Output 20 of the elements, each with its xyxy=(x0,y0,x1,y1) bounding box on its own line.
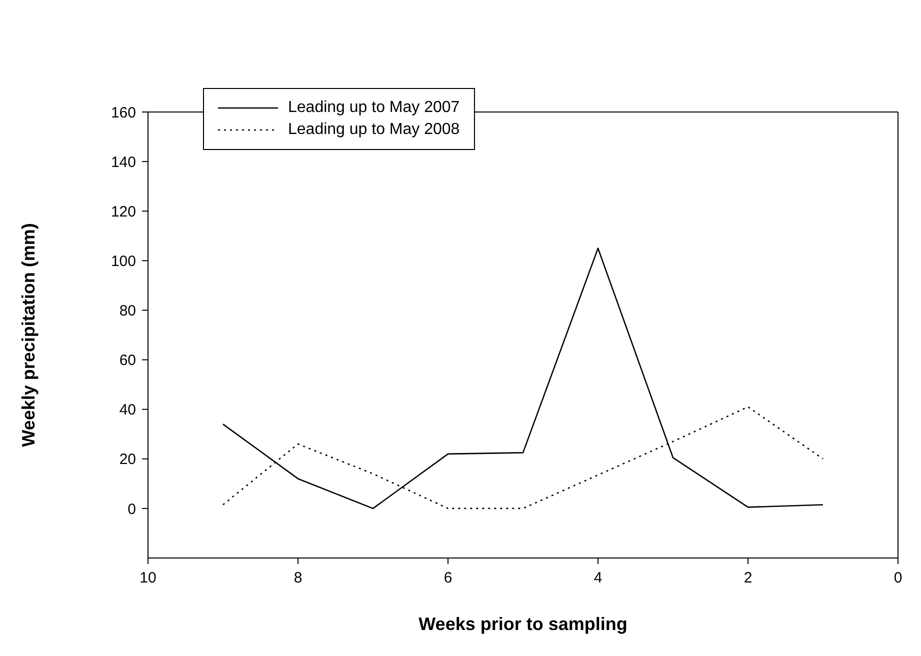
x-tick-label: 10 xyxy=(140,570,156,587)
x-tick-label: 4 xyxy=(594,570,602,587)
x-axis-title: Weeks prior to sampling xyxy=(418,614,628,634)
legend-label: Leading up to May 2007 xyxy=(288,99,460,117)
x-tick-label: 2 xyxy=(744,570,752,587)
x-tick-label: 8 xyxy=(294,570,302,587)
y-tick-label: 160 xyxy=(110,104,136,122)
y-tick-label: 80 xyxy=(119,302,136,320)
y-tick-label: 100 xyxy=(110,252,136,270)
y-axis-title: Weekly precipitation (mm) xyxy=(18,223,38,447)
y-tick-label: 20 xyxy=(119,451,136,468)
y-tick-label: 140 xyxy=(110,154,136,171)
x-tick-label: 0 xyxy=(894,570,902,587)
y-tick-label: 40 xyxy=(119,402,136,419)
y-tick-label: 60 xyxy=(119,352,136,370)
y-tick-label: 120 xyxy=(110,203,136,220)
line-series xyxy=(222,248,824,510)
y-tick-label: 0 xyxy=(128,500,136,518)
legend-label: Leading up to May 2008 xyxy=(288,121,460,139)
x-tick-label: 6 xyxy=(444,570,452,587)
